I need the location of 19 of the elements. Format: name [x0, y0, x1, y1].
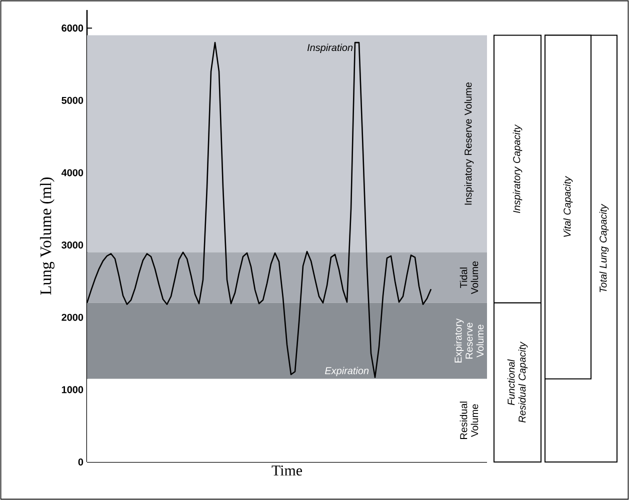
text: Functional Residual Capacity [507, 342, 528, 423]
y-tick-label: 5000 [62, 96, 84, 104]
y-tick-label: 0 [78, 458, 84, 466]
text: Total Lung Capacity [599, 204, 609, 292]
band-label: Inspiratory Reserve Volume [464, 82, 474, 205]
y-tick-label: 3000 [62, 242, 84, 249]
annotation: Expiration [325, 366, 369, 376]
x-axis-title: Time [272, 466, 302, 476]
band-label: Residual Volume [460, 402, 478, 439]
annotation: Inspiration [307, 44, 353, 54]
y-tick-label: 4000 [61, 169, 84, 176]
y-tick-label: 1000 [62, 386, 84, 394]
band-label: Tidal Volume [460, 261, 478, 294]
y-tick-label: 2000 [62, 314, 84, 321]
text: Vital Capacity [563, 176, 573, 237]
y-tick-label: 6000 [62, 24, 84, 32]
y-axis-title: Lung Volume (ml) [40, 178, 54, 295]
text: Inspiratory Capacity [512, 124, 522, 214]
band-label: Expiratory Reserve Volume [454, 318, 484, 362]
